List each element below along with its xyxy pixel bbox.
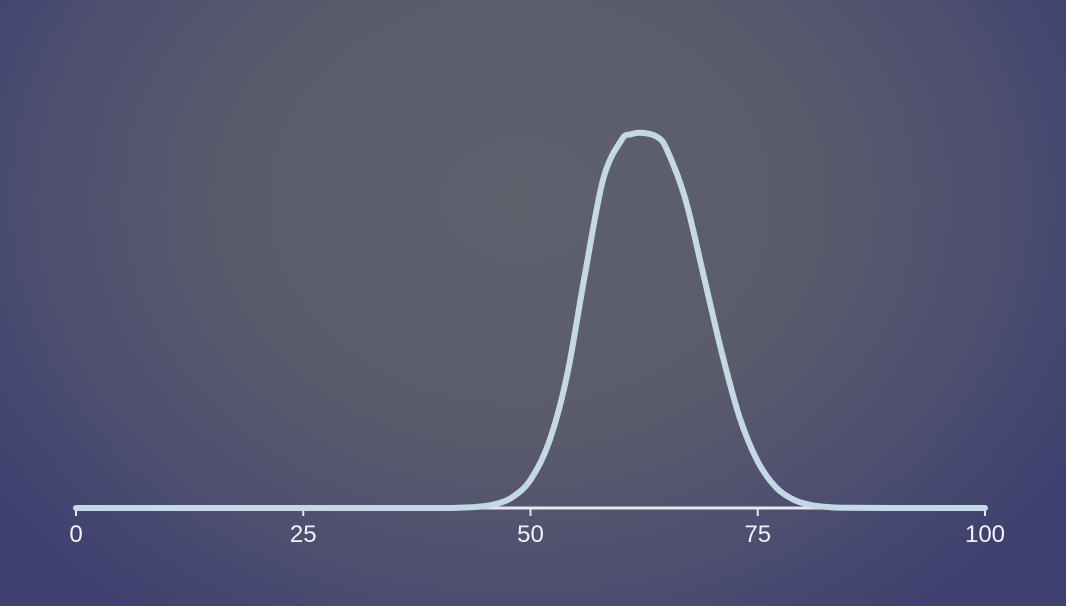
density-curve: [73, 129, 988, 512]
x-tick-label: 100: [965, 521, 1005, 548]
x-tick-label: 50: [517, 521, 544, 548]
x-tick-label: 25: [290, 521, 317, 548]
x-tick-label: 75: [744, 521, 771, 548]
x-tick-label: 0: [69, 521, 82, 548]
x-tick-labels: 0 25 50 75 100: [69, 521, 1005, 548]
curve-group: [73, 129, 988, 512]
